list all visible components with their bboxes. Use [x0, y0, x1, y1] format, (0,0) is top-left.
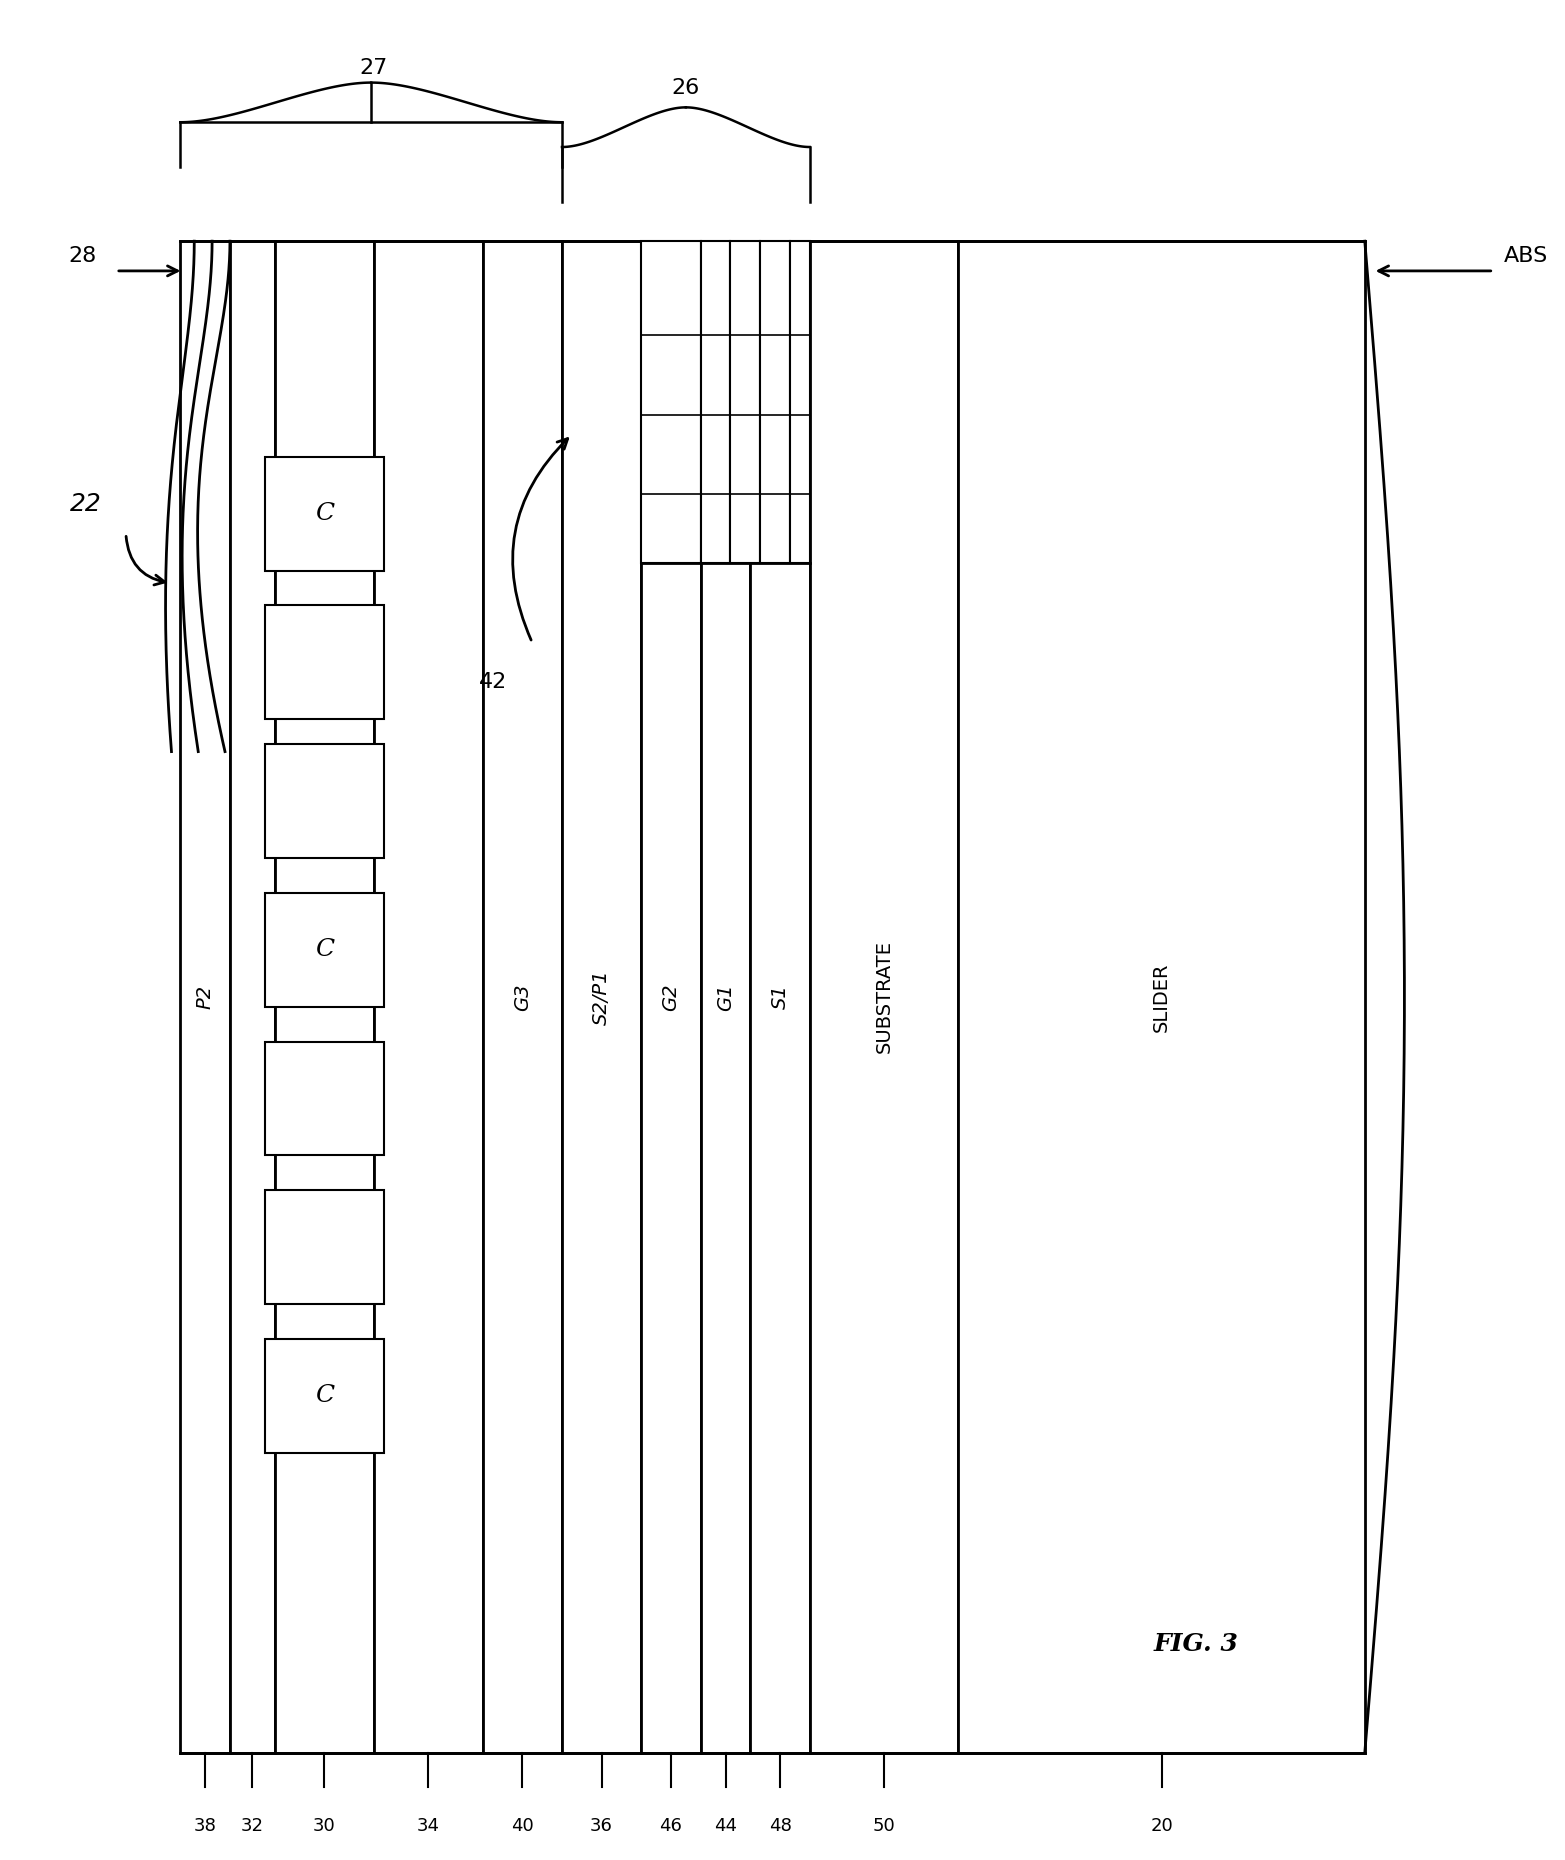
Text: 36: 36: [590, 1817, 613, 1836]
Bar: [701, 242, 731, 564]
Bar: [230, 242, 274, 1752]
Bar: [264, 1190, 383, 1304]
Text: S2/P1: S2/P1: [592, 969, 610, 1025]
Bar: [958, 242, 1365, 1752]
Bar: [264, 1042, 383, 1155]
Text: 28: 28: [67, 246, 95, 266]
Text: 44: 44: [714, 1817, 737, 1836]
Text: 26: 26: [671, 78, 700, 97]
Text: P2: P2: [196, 984, 214, 1008]
Text: 40: 40: [510, 1817, 534, 1836]
Text: 38: 38: [194, 1817, 216, 1836]
Bar: [180, 242, 230, 1752]
Text: SLIDER: SLIDER: [1152, 962, 1171, 1032]
Bar: [750, 242, 809, 1752]
Text: C: C: [315, 1384, 333, 1408]
Bar: [264, 1339, 383, 1453]
Bar: [374, 242, 482, 1752]
Bar: [264, 604, 383, 720]
Text: C: C: [315, 937, 333, 962]
Text: 27: 27: [360, 58, 388, 78]
Text: S1: S1: [770, 984, 789, 1010]
Text: 32: 32: [241, 1817, 263, 1836]
Text: 46: 46: [659, 1817, 682, 1836]
Bar: [264, 744, 383, 857]
Bar: [809, 242, 958, 1752]
Text: SUBSTRATE: SUBSTRATE: [875, 941, 894, 1053]
Bar: [701, 242, 750, 1752]
Text: 30: 30: [313, 1817, 335, 1836]
Text: G2: G2: [662, 984, 681, 1010]
Text: G1: G1: [717, 984, 736, 1010]
Text: 50: 50: [873, 1817, 895, 1836]
Bar: [264, 458, 383, 571]
Bar: [761, 242, 790, 564]
Text: ABS: ABS: [1504, 246, 1548, 266]
Bar: [642, 242, 701, 1752]
Bar: [274, 242, 374, 1752]
Text: 20: 20: [1150, 1817, 1174, 1836]
Text: C: C: [315, 502, 333, 525]
Bar: [482, 242, 562, 1752]
Bar: [642, 242, 701, 564]
Text: 42: 42: [479, 671, 507, 692]
Text: G3: G3: [513, 984, 532, 1010]
Bar: [562, 242, 642, 1752]
Text: 34: 34: [416, 1817, 440, 1836]
Text: FIG. 3: FIG. 3: [1153, 1631, 1239, 1655]
Bar: [790, 242, 809, 564]
Bar: [264, 893, 383, 1006]
Text: 48: 48: [768, 1817, 792, 1836]
Text: 22: 22: [70, 491, 102, 515]
Bar: [731, 242, 761, 564]
